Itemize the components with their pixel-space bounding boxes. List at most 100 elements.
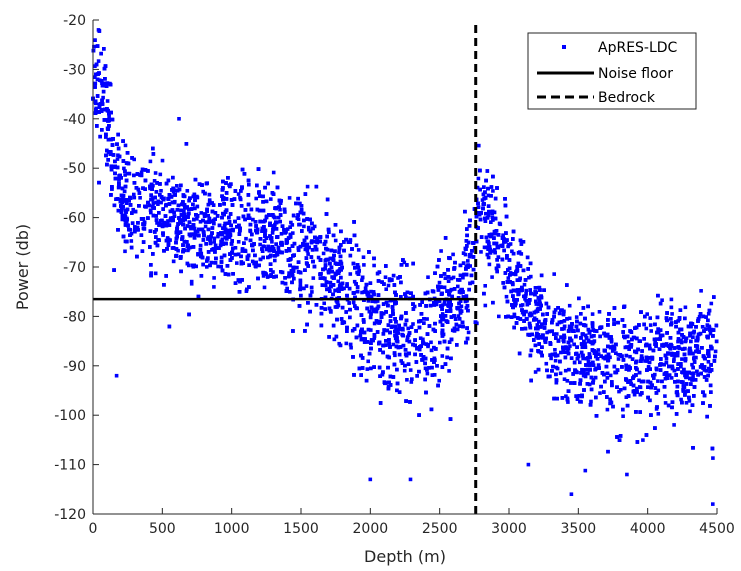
scatter-point: [96, 59, 101, 63]
scatter-point: [109, 164, 113, 168]
scatter-point: [679, 397, 683, 402]
scatter-point: [350, 247, 354, 251]
scatter-point: [348, 272, 353, 276]
scatter-point: [415, 374, 419, 378]
scatter-point: [112, 203, 117, 208]
scatter-point: [403, 322, 408, 327]
scatter-point: [589, 375, 594, 380]
scatter-point: [706, 335, 710, 340]
scatter-point: [697, 314, 702, 319]
scatter-point: [298, 281, 303, 286]
scatter-point: [226, 176, 230, 180]
scatter-point: [152, 179, 157, 183]
scatter-point: [427, 324, 432, 328]
scatter-point: [201, 189, 205, 194]
scatter-point: [390, 278, 394, 282]
scatter-point: [670, 312, 674, 316]
scatter-point: [409, 380, 414, 384]
scatter-point: [712, 359, 717, 363]
scatter-point: [558, 359, 562, 364]
scatter-point: [474, 239, 479, 244]
scatter-point: [560, 396, 565, 400]
scatter-point: [608, 373, 613, 378]
scatter-point: [520, 327, 524, 331]
scatter-point: [191, 202, 195, 207]
scatter-point: [344, 341, 349, 346]
scatter-point: [295, 216, 300, 220]
scatter-point: [615, 385, 619, 389]
scatter-point: [639, 354, 644, 358]
scatter-point: [321, 251, 326, 256]
scatter-point: [486, 193, 491, 198]
scatter-point: [711, 334, 715, 338]
scatter-point: [574, 324, 579, 329]
scatter-point: [669, 305, 674, 310]
scatter-point: [360, 275, 365, 280]
scatter-point: [129, 239, 134, 243]
scatter-point: [102, 66, 107, 71]
scatter-point: [470, 280, 475, 285]
scatter-point: [315, 236, 319, 241]
scatter-point: [402, 260, 407, 265]
scatter-point: [456, 314, 461, 318]
scatter-point: [707, 326, 712, 330]
scatter-point: [187, 211, 191, 216]
scatter-point: [107, 115, 111, 119]
scatter-point: [594, 395, 598, 400]
scatter-point: [395, 388, 399, 393]
scatter-point: [421, 337, 425, 342]
scatter-point: [121, 205, 125, 209]
scatter-point: [200, 227, 205, 232]
scatter-point: [683, 357, 688, 361]
scatter-point: [688, 349, 693, 354]
scatter-point: [692, 371, 696, 375]
scatter-point: [555, 332, 559, 336]
scatter-point: [485, 169, 490, 173]
scatter-point: [639, 310, 643, 314]
scatter-point: [676, 339, 680, 344]
scatter-point: [489, 220, 493, 224]
scatter-point: [566, 400, 570, 404]
scatter-point: [425, 368, 429, 372]
scatter-point: [520, 310, 525, 315]
scatter-point: [149, 271, 153, 275]
scatter-point: [149, 193, 153, 197]
scatter-point: [166, 243, 171, 247]
scatter-point: [229, 198, 234, 202]
scatter-point: [227, 215, 231, 220]
scatter-point: [355, 323, 360, 328]
scatter-point: [442, 302, 447, 306]
scatter-point: [124, 178, 129, 183]
scatter-point: [442, 285, 447, 290]
scatter-point: [306, 252, 310, 256]
scatter-point: [522, 282, 527, 287]
scatter-point: [301, 211, 306, 216]
scatter-point: [312, 224, 317, 229]
scatter-point: [336, 279, 340, 284]
scatter-point: [166, 197, 171, 201]
scatter-point: [512, 314, 517, 319]
scatter-point: [695, 338, 700, 343]
scatter-point: [592, 334, 596, 338]
scatter-point: [276, 215, 281, 220]
scatter-point: [700, 363, 704, 367]
scatter-point: [685, 373, 689, 378]
scatter-point: [185, 240, 189, 244]
scatter-point: [123, 249, 127, 254]
scatter-point: [263, 231, 267, 235]
scatter-point: [212, 236, 217, 241]
scatter-point: [483, 303, 488, 308]
scatter-point: [329, 265, 334, 270]
scatter-point: [94, 108, 98, 112]
scatter-point: [361, 255, 366, 259]
scatter-point: [299, 208, 304, 212]
scatter-point: [198, 220, 203, 224]
scatter-point: [504, 214, 509, 219]
scatter-point: [539, 303, 543, 308]
scatter-point: [585, 367, 590, 372]
scatter-point: [333, 238, 338, 243]
scatter-point: [261, 255, 265, 260]
scatter-point: [356, 248, 361, 252]
scatter-point: [369, 312, 373, 316]
scatter-point: [567, 367, 571, 372]
